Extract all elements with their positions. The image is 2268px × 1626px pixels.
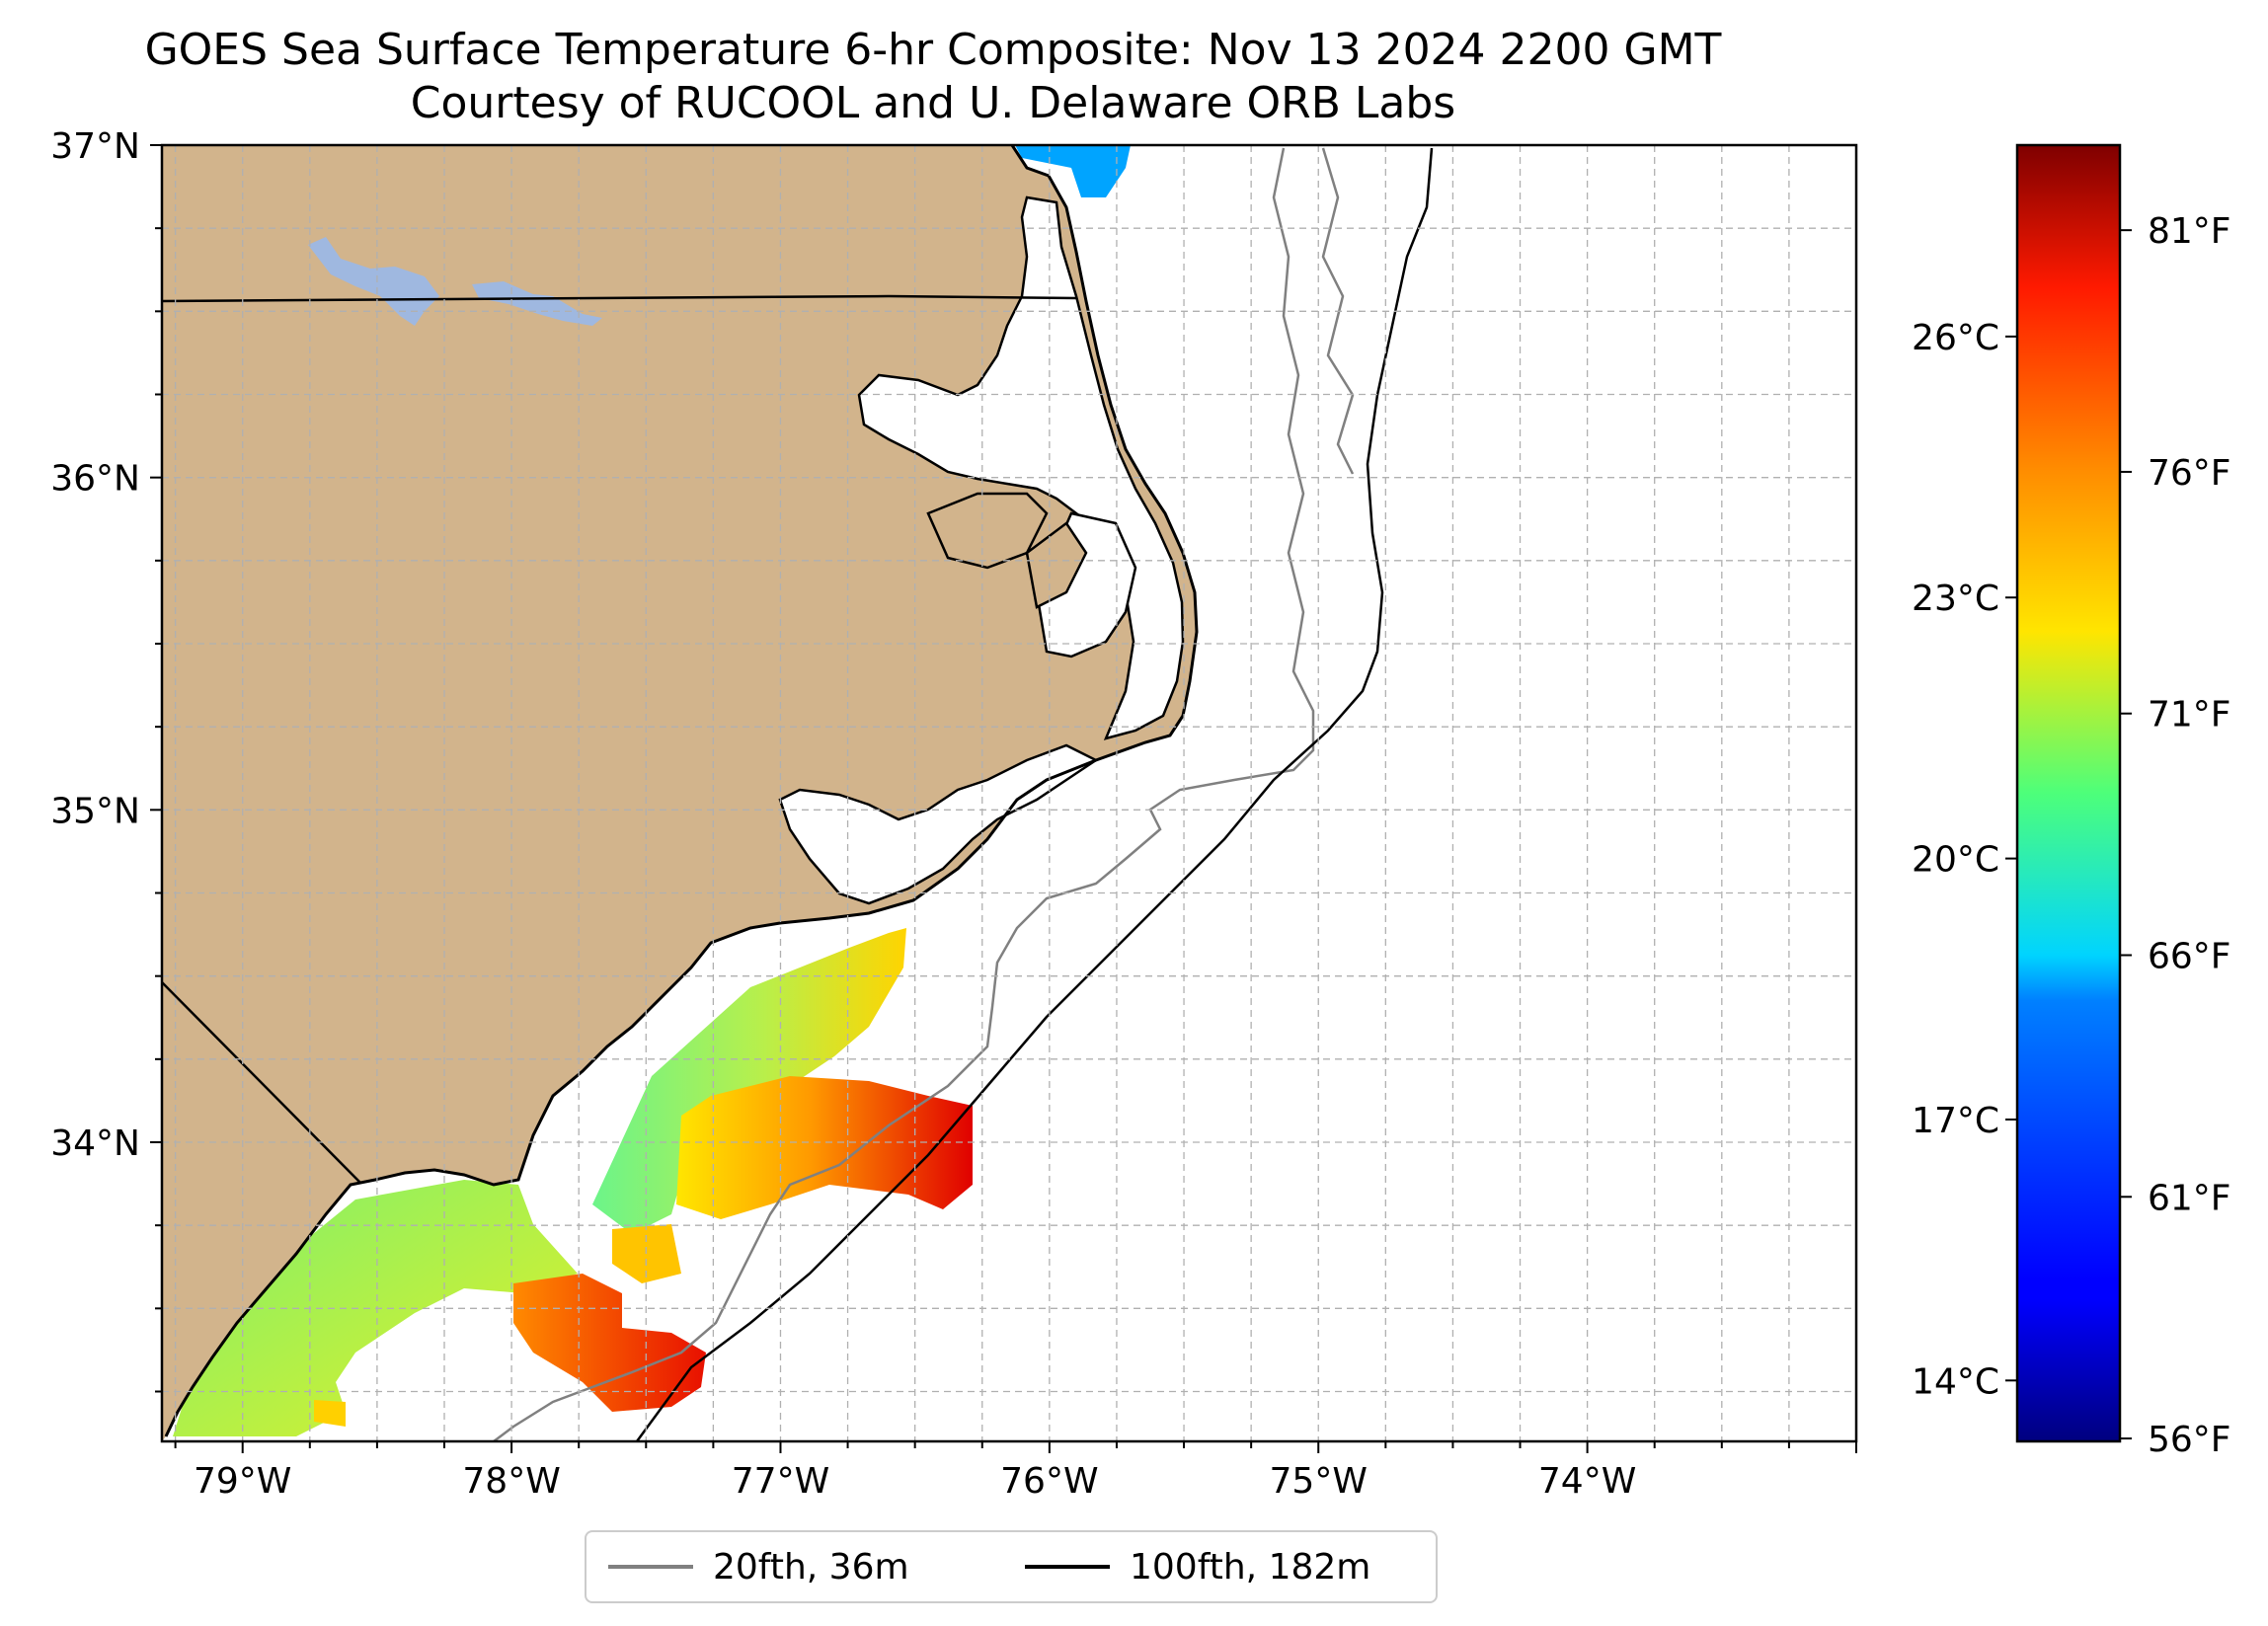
sst-patch-small-east <box>314 1400 346 1427</box>
lon-tick-label: 76°W <box>1000 1461 1098 1502</box>
map-subtitle: Courtesy of RUCOOL and U. Delaware ORB L… <box>410 78 1456 128</box>
fahrenheit-tick-label: 61°F <box>2148 1178 2231 1218</box>
state-boundary-nc-sc <box>162 981 361 1184</box>
map-frame <box>160 143 1858 1443</box>
fahrenheit-tick-label: 66°F <box>2148 937 2231 977</box>
lon-tick-label: 75°W <box>1270 1461 1368 1502</box>
isobath-legend: 20fth, 36m 100fth, 182m <box>585 1530 1438 1603</box>
sst-patch-top-cold <box>1015 145 1131 197</box>
lat-tick-label: 36°N <box>50 459 140 500</box>
legend-label-100fth: 100fth, 182m <box>1130 1546 1371 1587</box>
coastline <box>164 145 1199 1437</box>
lat-tick-label: 37°N <box>50 126 140 167</box>
colorbar <box>2015 143 2122 1443</box>
colorbar-ticks: 26°C 23°C 20°C 17°C 14°C 81°F 76°F 71°F 66°F 61°F… <box>1912 211 2230 1460</box>
land-mass <box>162 145 1197 1441</box>
isobath-20fth <box>493 147 1315 1441</box>
fahrenheit-tick-label: 71°F <box>2148 695 2231 736</box>
isobath-20fth-fragment <box>1321 147 1355 475</box>
kerr-lake <box>308 237 439 326</box>
lat-tick-label: 35°N <box>50 791 140 831</box>
lon-tick-label: 78°W <box>462 1461 560 1502</box>
fahrenheit-tick-label: 76°F <box>2148 453 2231 494</box>
sst-patch-shelf-yellow <box>612 1224 681 1283</box>
lake-gaston <box>472 281 602 326</box>
map-title: GOES Sea Surface Temperature 6-hr Compos… <box>144 25 1722 75</box>
fahrenheit-tick-label: 56°F <box>2148 1420 2231 1460</box>
celsius-tick-label: 20°C <box>1912 840 1999 881</box>
sst-patch-onslow-bay <box>592 928 906 1234</box>
legend-item-100fth: 100fth, 182m <box>1025 1532 1370 1601</box>
celsius-tick-label: 23°C <box>1912 579 1999 619</box>
lat-tick-label: 34°N <box>50 1123 140 1164</box>
legend-line-100fth <box>1025 1565 1110 1569</box>
lon-tick-label: 74°W <box>1538 1461 1636 1502</box>
gridlines <box>162 145 1856 1441</box>
legend-line-20fth <box>608 1565 693 1569</box>
fahrenheit-tick-label: 81°F <box>2148 211 2231 252</box>
sst-patch-gulfstream-south <box>513 1274 706 1412</box>
sounds <box>778 195 1185 905</box>
celsius-tick-label: 14°C <box>1912 1361 1999 1402</box>
legend-label-20fth: 20fth, 36m <box>713 1546 909 1587</box>
isobath-100fth <box>635 147 1434 1441</box>
celsius-tick-label: 17°C <box>1912 1101 1999 1141</box>
lon-tick-label: 77°W <box>732 1461 829 1502</box>
celsius-tick-label: 26°C <box>1912 318 1999 358</box>
lon-tick-label: 79°W <box>194 1461 291 1502</box>
map-axes: 79°W 78°W 77°W 76°W 75°W 74°W 37°N 36°N 35°N 34°N <box>50 126 1857 1502</box>
legend-item-20fth: 20fth, 36m <box>608 1532 909 1601</box>
